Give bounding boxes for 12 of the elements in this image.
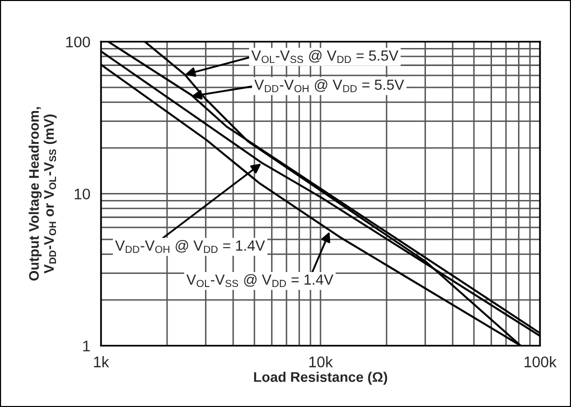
annotation: V$_{DD}$-V$_{OH}$ @ V$_{DD}$ = 5.5V	[254, 79, 404, 92]
annotation: V$_{DD}$-V$_{OH}$ @ V$_{DD}$ = 1.4V	[115, 240, 265, 254]
x-tick-label: 10k	[309, 356, 333, 368]
y-tick-label: 100	[66, 36, 90, 48]
y-tick-label: 10	[74, 188, 90, 200]
text: Output Voltage Headroom, V$_{DD}$-V$_{OH}$ or V$_{OL}$-V$_{SS}$ (mV)	[28, 107, 57, 281]
annotation: V$_{OL}$-V$_{SS}$ @ V$_{DD}$ = 5.5V	[251, 50, 398, 64]
x-axis-title: Load Resistance (Ω)	[254, 372, 388, 385]
x-tick-label: 100k	[524, 356, 557, 368]
y-tick-label: 1	[83, 340, 90, 352]
annotation: V$_{OL}$-V$_{SS}$ @ V$_{DD}$ = 1.4V	[186, 274, 334, 288]
x-tick-label: 1k	[94, 356, 110, 368]
